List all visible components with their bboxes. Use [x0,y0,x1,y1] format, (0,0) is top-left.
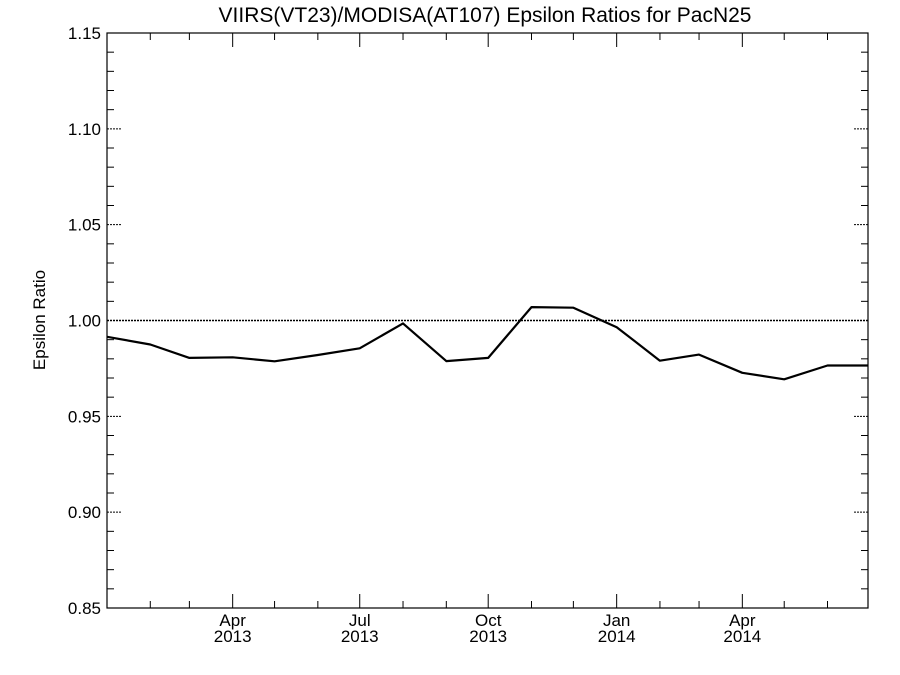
x-tick-label-month: Jan [603,611,630,630]
chart-title: VIIRS(VT23)/MODISA(AT107) Epsilon Ratios… [219,4,752,27]
y-tick-label: 1.00 [68,312,101,331]
y-tick-label: 1.10 [68,120,101,139]
x-tick-label-year: 2014 [723,627,761,646]
y-tick-label: 0.90 [68,503,101,522]
x-tick-label-month: Apr [219,611,246,630]
x-tick-label-year: 2014 [598,627,636,646]
plot-frame [106,32,869,609]
y-axis-label: Epsilon Ratio [30,270,49,370]
x-tick-label-month: Oct [475,611,502,630]
y-tick-label: 1.05 [68,216,101,235]
x-tick-label-year: 2013 [214,627,252,646]
x-tick-label-month: Apr [729,611,756,630]
tick-marks [107,32,868,609]
y-tick-label: 1.15 [68,24,101,43]
y-tick-label: 0.95 [68,407,101,426]
y-tick-labels: 0.85 0.90 0.95 1.00 1.05 1.10 1.15 [68,24,101,618]
x-tick-label-month: Jul [349,611,371,630]
x-tick-label-year: 2013 [341,627,379,646]
x-tick-label-year: 2013 [469,627,507,646]
y-tick-label: 0.85 [68,599,101,618]
series-line [106,306,868,381]
